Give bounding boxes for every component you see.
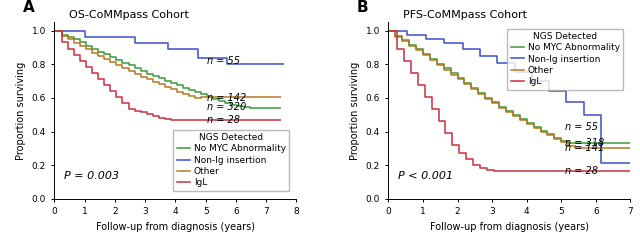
Legend: No MYC Abnormality, Non-Ig insertion, Other, IgL: No MYC Abnormality, Non-Ig insertion, Ot… bbox=[507, 28, 623, 90]
Text: OS-CoMMpass Cohort: OS-CoMMpass Cohort bbox=[69, 10, 189, 20]
Text: A: A bbox=[23, 0, 35, 15]
Text: n = 142: n = 142 bbox=[207, 93, 246, 103]
Text: n = 28: n = 28 bbox=[564, 166, 598, 176]
Text: n = 320: n = 320 bbox=[207, 102, 246, 112]
Y-axis label: Proportion surviving: Proportion surviving bbox=[16, 62, 26, 160]
Text: P < 0.001: P < 0.001 bbox=[398, 171, 453, 181]
Text: n = 141: n = 141 bbox=[564, 143, 604, 153]
Text: B: B bbox=[357, 0, 369, 15]
X-axis label: Follow-up from diagnosis (years): Follow-up from diagnosis (years) bbox=[430, 222, 589, 232]
Y-axis label: Proportion surviving: Proportion surviving bbox=[350, 62, 360, 160]
Text: n = 55: n = 55 bbox=[564, 122, 598, 132]
Text: n = 318: n = 318 bbox=[564, 138, 604, 148]
Legend: No MYC Abnormality, Non-Ig insertion, Other, IgL: No MYC Abnormality, Non-Ig insertion, Ot… bbox=[173, 129, 289, 191]
Text: n = 55: n = 55 bbox=[207, 56, 240, 66]
X-axis label: Follow-up from diagnosis (years): Follow-up from diagnosis (years) bbox=[96, 222, 255, 232]
Text: P = 0.003: P = 0.003 bbox=[64, 171, 119, 181]
Text: PFS-CoMMpass Cohort: PFS-CoMMpass Cohort bbox=[403, 10, 527, 20]
Text: n = 28: n = 28 bbox=[207, 115, 240, 125]
